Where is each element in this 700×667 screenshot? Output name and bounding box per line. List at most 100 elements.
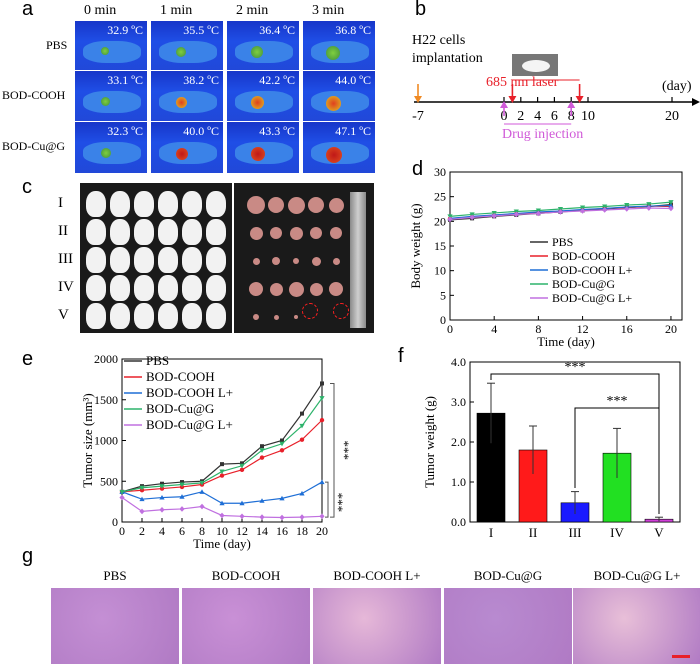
- data-point: [624, 206, 630, 212]
- temperature-reading: 47.1 ºC: [335, 124, 371, 138]
- data-point: [179, 494, 185, 499]
- x-axis-label: Time (day): [193, 536, 251, 551]
- excised-tumor: [269, 282, 283, 296]
- tumor-hotspot: [251, 147, 265, 161]
- y-tick-label: 25: [434, 190, 446, 204]
- excised-tumor: [308, 197, 324, 213]
- significance-marker: ***: [607, 394, 628, 409]
- excised-tumor: [311, 256, 321, 266]
- y-axis-label: Tumor weight (g): [422, 396, 437, 488]
- drug-injection-label: Drug injection: [502, 127, 583, 142]
- excised-tumor: [294, 315, 298, 319]
- y-tick-label: 20: [434, 214, 446, 228]
- x-tick-label: 20: [665, 322, 677, 336]
- x-tick-label: 2: [139, 524, 145, 538]
- excised-tumor: [249, 282, 263, 296]
- mouse-figure: [206, 275, 226, 301]
- data-point: [668, 200, 674, 205]
- group-label: IV: [58, 279, 74, 295]
- x-tick-label: 12: [577, 322, 589, 336]
- group-label: V: [58, 307, 69, 323]
- thermal-row-label: PBS: [46, 38, 68, 52]
- mouse-figure: [134, 247, 154, 273]
- y-tick-label: 10: [434, 264, 446, 278]
- x-tick-label: I: [489, 525, 493, 540]
- legend-label: PBS: [146, 353, 169, 368]
- temperature-reading: 35.5 ºC: [183, 23, 219, 37]
- legend-label: BOD-COOH L+: [552, 263, 633, 277]
- x-tick-label: II: [529, 525, 538, 540]
- excised-tumor: [293, 258, 299, 264]
- laser-label: 685 nm laser: [486, 75, 559, 90]
- data-point: [199, 503, 205, 510]
- legend-label: PBS: [552, 235, 573, 249]
- implant-arrow-head: [414, 96, 422, 103]
- mouse-body-heat: [159, 41, 217, 63]
- day-unit-label: (day): [662, 79, 692, 94]
- mouse-figure: [206, 191, 226, 217]
- mouse-body-heat: [235, 41, 293, 63]
- mouse-figure: [182, 247, 202, 273]
- y-axis-label: Tumor size (mm³): [80, 393, 95, 487]
- x-tick-label: 4: [491, 322, 497, 336]
- panel-letter-f: f: [398, 345, 404, 367]
- thermal-image: 36.8 ºC: [302, 20, 376, 73]
- data-point: [160, 481, 164, 486]
- x-tick-label: III: [569, 525, 582, 540]
- temperature-reading: 42.2 ºC: [259, 73, 295, 87]
- data-point: [557, 209, 564, 215]
- mouse-body-heat: [311, 41, 369, 63]
- significance-marker: ***: [565, 360, 586, 375]
- mouse-body-heat: [159, 142, 217, 164]
- legend-label: BOD-COOH L+: [146, 385, 233, 400]
- mouse-figure: [86, 219, 106, 245]
- data-point: [220, 462, 224, 467]
- excised-tumor: [287, 196, 305, 214]
- thermal-image: 44.0 ºC: [302, 70, 376, 123]
- timeline-tick-label: 2: [517, 109, 524, 124]
- significance-bracket: [325, 481, 329, 518]
- group-label: II: [58, 223, 68, 239]
- thermal-image: 35.5 ºC: [150, 20, 224, 73]
- y-tick-label: 5: [440, 288, 446, 302]
- data-point: [668, 202, 674, 208]
- mouse-figure: [86, 303, 106, 329]
- data-point: [219, 500, 225, 506]
- tumor-hotspot: [326, 95, 341, 111]
- data-point: [299, 423, 305, 429]
- laser-arrow-day9-head: [575, 96, 584, 103]
- data-point: [319, 513, 325, 520]
- mouse-figure: [134, 219, 154, 245]
- thermal-image: 36.4 ºC: [226, 20, 300, 73]
- histology-caption: BOD-COOH: [211, 568, 281, 583]
- mouse-photo-body: [522, 60, 550, 72]
- implant-label-line1: H22 cells: [412, 33, 465, 48]
- data-point: [299, 514, 305, 520]
- data-point: [119, 489, 125, 495]
- data-point: [579, 205, 586, 211]
- significance-bracket: [330, 382, 335, 518]
- tumor-hotspot: [326, 45, 340, 60]
- y-tick-label: 3.0: [451, 395, 466, 409]
- scale-bar: [672, 655, 690, 658]
- mouse-figure: [158, 303, 178, 329]
- data-point: [159, 494, 165, 500]
- thermal-image: 43.3 ºC: [226, 121, 300, 174]
- significance-marker: ***: [337, 441, 352, 461]
- data-point: [219, 469, 225, 475]
- excised-tumor: [288, 281, 304, 297]
- y-tick-label: 2.0: [451, 435, 466, 449]
- data-point: [319, 479, 325, 485]
- y-tick-label: 15: [434, 239, 446, 253]
- data-point: [240, 461, 244, 466]
- mouse-body-heat: [83, 91, 141, 113]
- mouse-figure: [182, 191, 202, 217]
- significance-bracket: [490, 373, 660, 514]
- data-point: [259, 514, 265, 520]
- legend-label: BOD-Cu@G L+: [146, 417, 233, 432]
- x-tick-label: 16: [621, 322, 633, 336]
- data-point: [624, 203, 630, 208]
- mouse-figure: [134, 303, 154, 329]
- x-axis-label: Time (day): [537, 334, 595, 349]
- tumor-hotspot: [176, 46, 186, 57]
